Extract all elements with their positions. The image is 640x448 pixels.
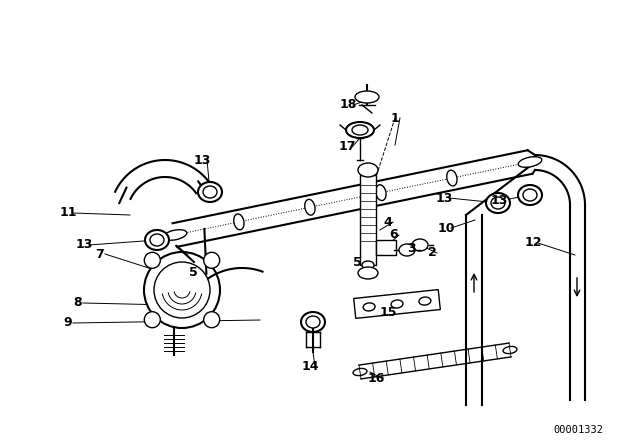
Text: 13: 13 xyxy=(193,154,211,167)
Text: 8: 8 xyxy=(74,297,83,310)
Polygon shape xyxy=(354,289,440,319)
Ellipse shape xyxy=(204,312,220,327)
Ellipse shape xyxy=(355,91,379,103)
Text: 17: 17 xyxy=(339,141,356,154)
Text: 16: 16 xyxy=(367,371,385,384)
Ellipse shape xyxy=(352,125,368,135)
Ellipse shape xyxy=(144,312,160,327)
Ellipse shape xyxy=(358,267,378,279)
Ellipse shape xyxy=(145,230,169,250)
Text: 5: 5 xyxy=(353,255,362,268)
Ellipse shape xyxy=(518,157,542,167)
Text: 3: 3 xyxy=(408,241,416,254)
Text: 5: 5 xyxy=(189,266,197,279)
Ellipse shape xyxy=(523,189,537,201)
Text: 12: 12 xyxy=(524,237,541,250)
Ellipse shape xyxy=(301,312,325,332)
Text: 7: 7 xyxy=(95,247,104,260)
Ellipse shape xyxy=(305,199,315,215)
Ellipse shape xyxy=(491,197,505,209)
Ellipse shape xyxy=(363,303,375,311)
Ellipse shape xyxy=(154,262,210,318)
Ellipse shape xyxy=(447,170,457,186)
Ellipse shape xyxy=(150,234,164,246)
Text: 9: 9 xyxy=(64,316,72,329)
Ellipse shape xyxy=(203,186,217,198)
Text: 13: 13 xyxy=(76,238,93,251)
Text: 6: 6 xyxy=(390,228,398,241)
Ellipse shape xyxy=(358,163,378,177)
Ellipse shape xyxy=(163,230,187,240)
Ellipse shape xyxy=(376,185,386,201)
Text: 1: 1 xyxy=(390,112,399,125)
Ellipse shape xyxy=(503,346,517,353)
Text: 14: 14 xyxy=(301,361,319,374)
Ellipse shape xyxy=(518,185,542,205)
Ellipse shape xyxy=(486,193,510,213)
Text: 11: 11 xyxy=(60,207,77,220)
Text: 00001332: 00001332 xyxy=(553,425,603,435)
Ellipse shape xyxy=(362,261,374,269)
Ellipse shape xyxy=(144,252,160,268)
Ellipse shape xyxy=(144,252,220,328)
Ellipse shape xyxy=(234,214,244,230)
Text: 15: 15 xyxy=(380,306,397,319)
Ellipse shape xyxy=(353,368,367,375)
Text: 13: 13 xyxy=(490,194,508,207)
Text: 13: 13 xyxy=(435,191,452,204)
Text: 18: 18 xyxy=(339,99,356,112)
Ellipse shape xyxy=(399,244,415,256)
Ellipse shape xyxy=(306,316,320,328)
Ellipse shape xyxy=(204,252,220,268)
Ellipse shape xyxy=(198,182,222,202)
Text: 2: 2 xyxy=(428,246,436,259)
Ellipse shape xyxy=(391,300,403,308)
Text: 4: 4 xyxy=(383,215,392,228)
Polygon shape xyxy=(376,240,396,255)
Ellipse shape xyxy=(412,239,428,251)
Ellipse shape xyxy=(419,297,431,305)
Ellipse shape xyxy=(346,122,374,138)
Text: 10: 10 xyxy=(437,221,455,234)
Polygon shape xyxy=(360,175,376,265)
